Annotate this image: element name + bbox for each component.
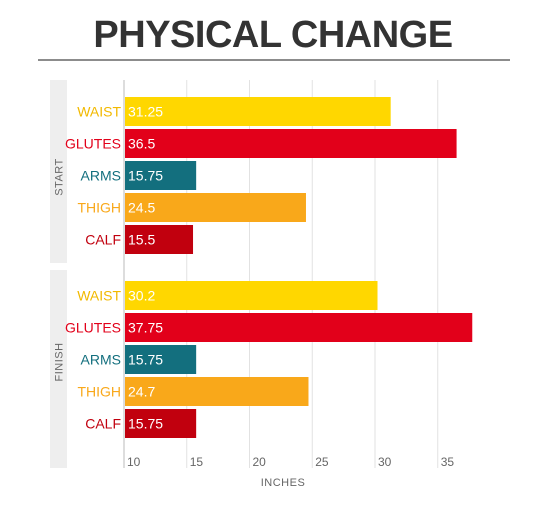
x-tick-label: 30 bbox=[378, 455, 392, 469]
value-label: 15.5 bbox=[128, 232, 155, 248]
category-label: CALF bbox=[85, 416, 121, 432]
bar-finish-calf bbox=[125, 409, 197, 438]
bar-finish-thigh bbox=[125, 377, 309, 406]
value-label: 36.5 bbox=[128, 136, 155, 152]
category-label: ARMS bbox=[81, 352, 121, 368]
value-label: 37.75 bbox=[128, 320, 163, 336]
value-label: 30.2 bbox=[128, 288, 155, 304]
category-label: WAIST bbox=[77, 288, 121, 304]
bar-start-waist bbox=[125, 97, 391, 126]
group-strip-finish bbox=[50, 270, 67, 468]
category-label: ARMS bbox=[81, 168, 121, 184]
category-label: WAIST bbox=[77, 104, 121, 120]
bar-start-glutes bbox=[125, 129, 457, 158]
value-label: 24.5 bbox=[128, 200, 155, 216]
bar-finish-glutes bbox=[125, 313, 473, 342]
x-tick-label: 20 bbox=[253, 455, 267, 469]
category-label: GLUTES bbox=[65, 320, 121, 336]
value-label: 15.75 bbox=[128, 416, 163, 432]
category-label: THIGH bbox=[77, 200, 121, 216]
plot-area: 10 15 20 25 30 35 WAIST 31.25 GLUTES 36.5 ARMS 15.7… bbox=[50, 80, 473, 469]
x-axis-title: INCHES bbox=[261, 477, 306, 489]
value-label: 15.75 bbox=[128, 168, 163, 184]
value-label: 24.7 bbox=[128, 384, 155, 400]
category-label: THIGH bbox=[77, 384, 121, 400]
bar-start-calf bbox=[125, 225, 194, 254]
chart-title: PHYSICAL CHANGE bbox=[93, 14, 452, 56]
group-label-finish: FINISH bbox=[54, 342, 66, 381]
group-strip-start bbox=[50, 80, 67, 263]
x-tick-label: 10 bbox=[127, 455, 141, 469]
x-tick-label: 15 bbox=[190, 455, 204, 469]
category-label: CALF bbox=[85, 232, 121, 248]
bar-finish-arms bbox=[125, 345, 197, 374]
value-label: 31.25 bbox=[128, 104, 163, 120]
bar-start-thigh bbox=[125, 193, 306, 222]
bar-finish-waist bbox=[125, 281, 378, 310]
group-label-start: START bbox=[54, 158, 66, 196]
value-label: 15.75 bbox=[128, 352, 163, 368]
category-label: GLUTES bbox=[65, 136, 121, 152]
bar-start-arms bbox=[125, 161, 197, 190]
x-tick-label: 35 bbox=[441, 455, 455, 469]
x-tick-label: 25 bbox=[315, 455, 329, 469]
